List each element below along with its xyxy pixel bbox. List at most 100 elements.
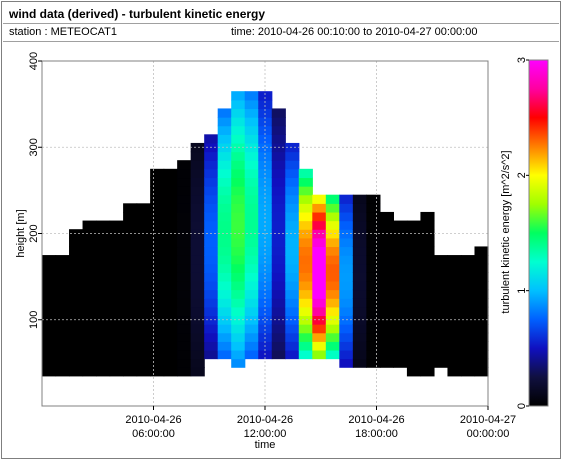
heatmap-cell — [366, 358, 381, 368]
heatmap-cell — [460, 289, 476, 299]
heatmap-cell — [177, 246, 192, 256]
heatmap-cell — [150, 358, 165, 368]
heatmap-cell — [366, 298, 381, 308]
heatmap-cell — [298, 246, 313, 256]
colorbar-label: turbulent kinetic energy [m^2/s^2] — [500, 150, 512, 313]
heatmap-cell — [177, 229, 192, 239]
heatmap-cell — [312, 341, 327, 351]
heatmap-cell — [177, 220, 192, 230]
heatmap-cell — [123, 289, 138, 299]
heatmap-cell — [474, 263, 489, 273]
heatmap-cell — [433, 315, 449, 325]
heatmap-cell — [217, 237, 232, 248]
heatmap-cell — [177, 289, 192, 299]
station-label: station : METEOCAT1 — [9, 26, 117, 38]
heatmap-cell — [379, 332, 394, 342]
heatmap-cell — [190, 349, 205, 360]
heatmap-cell — [204, 177, 219, 187]
heatmap-cell — [379, 298, 394, 308]
heatmap-cell — [433, 349, 449, 360]
heatmap-cell — [163, 289, 178, 299]
heatmap-cell — [69, 272, 84, 282]
heatmap-cell — [190, 151, 205, 161]
heatmap-cell — [244, 211, 259, 222]
heatmap-cell — [150, 229, 165, 239]
heatmap-cell — [96, 367, 111, 377]
heatmap-cell — [366, 272, 381, 282]
heatmap-cell — [325, 211, 340, 222]
heatmap-cell — [123, 341, 138, 351]
heatmap-cell — [312, 332, 327, 342]
heatmap-cell — [96, 263, 111, 273]
heatmap-cell — [447, 367, 462, 377]
heatmap-cell — [298, 315, 313, 325]
heatmap-cell — [379, 289, 394, 299]
heatmap-cell — [231, 263, 246, 273]
heatmap-cell — [190, 306, 205, 317]
heatmap-cell — [96, 324, 111, 334]
heatmap-cell — [393, 246, 408, 256]
colorbar-tick-label: 1 — [516, 288, 528, 294]
heatmap-cell — [393, 237, 408, 248]
heatmap-cell — [136, 358, 151, 368]
heatmap-cell — [204, 306, 219, 317]
heatmap-cell — [285, 168, 300, 179]
heatmap-cell — [150, 263, 165, 273]
heatmap-cell — [285, 194, 300, 204]
heatmap-cell — [325, 203, 340, 213]
heatmap-cell — [258, 99, 273, 110]
heatmap-cell — [123, 203, 138, 213]
heatmap-cell — [190, 177, 205, 187]
heatmap-cell — [312, 237, 327, 248]
heatmap-cell — [244, 280, 259, 291]
heatmap-cell — [190, 203, 205, 213]
heatmap-cell — [82, 349, 97, 360]
heatmap-cell — [366, 349, 381, 360]
heatmap-cell — [298, 220, 313, 230]
heatmap-cell — [82, 263, 97, 273]
heatmap-cell — [406, 289, 422, 299]
heatmap-cell — [474, 367, 489, 377]
heatmap-cell — [136, 220, 151, 230]
heatmap-cell — [150, 341, 165, 351]
heatmap-cell — [177, 255, 192, 265]
heatmap-cell — [379, 211, 394, 222]
heatmap-cell — [69, 306, 84, 317]
heatmap-cell — [258, 272, 273, 282]
heatmap-cell — [190, 246, 205, 256]
x-tick-label-time: 18:00:00 — [355, 428, 398, 440]
y-tick-label: 200 — [28, 224, 40, 242]
heatmap-cell — [109, 298, 124, 308]
heatmap-cell — [231, 349, 246, 360]
heatmap-cell — [312, 220, 327, 230]
heatmap-cell — [393, 306, 408, 317]
heatmap-cell — [177, 367, 192, 377]
heatmap-cell — [406, 332, 422, 342]
heatmap-cell — [231, 306, 246, 317]
heatmap-cell — [190, 186, 205, 196]
heatmap-cell — [123, 255, 138, 265]
heatmap-cell — [204, 134, 219, 144]
heatmap-cell — [420, 263, 435, 273]
heatmap-cell — [136, 324, 151, 334]
heatmap-cell — [339, 255, 354, 265]
heatmap-cell — [123, 358, 138, 368]
heatmap-cell — [366, 280, 381, 291]
heatmap-cell — [352, 194, 367, 204]
heatmap-cell — [298, 168, 313, 179]
heatmap-cell — [163, 272, 178, 282]
heatmap-cell — [69, 332, 84, 342]
heatmap-cell — [177, 332, 192, 342]
heatmap-cell — [136, 211, 151, 222]
heatmap-cell — [298, 341, 313, 351]
heatmap-cell — [150, 289, 165, 299]
heatmap-cell — [460, 272, 476, 282]
heatmap-cell — [136, 263, 151, 273]
heatmap-cell — [244, 332, 259, 342]
heatmap-cell — [163, 263, 178, 273]
heatmap-cell — [312, 211, 327, 222]
heatmap-cell — [366, 332, 381, 342]
heatmap-cell — [312, 298, 327, 308]
heatmap-cell — [231, 289, 246, 299]
y-tick-label: 300 — [28, 138, 40, 156]
